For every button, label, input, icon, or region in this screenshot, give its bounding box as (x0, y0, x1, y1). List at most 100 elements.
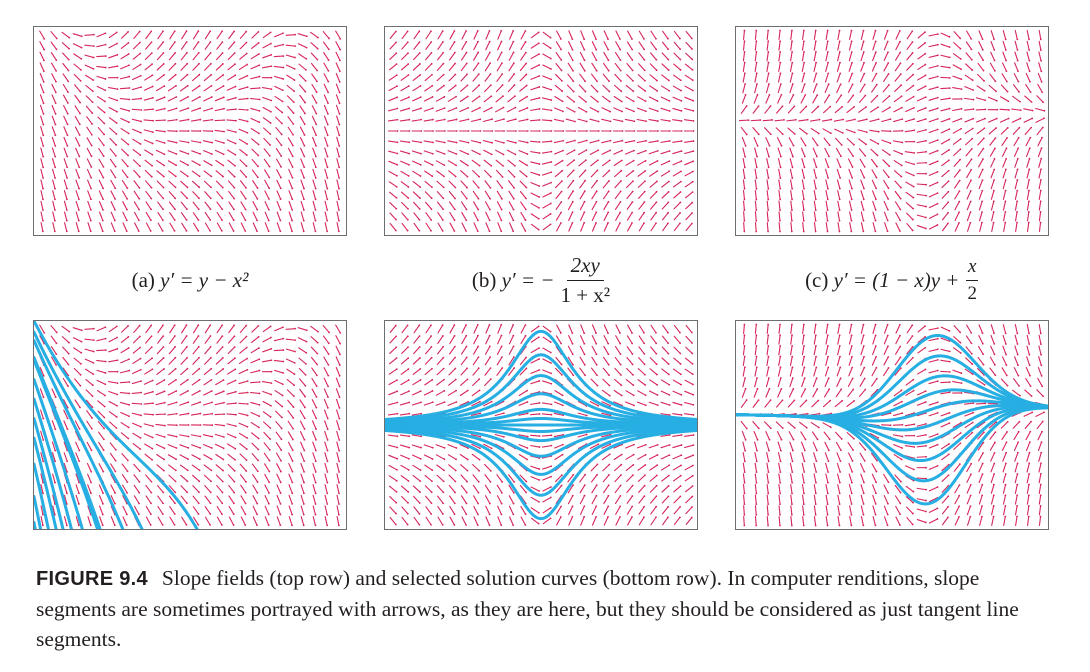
slope-segment (614, 474, 622, 483)
slope-arrow-tip (268, 470, 271, 473)
slope-arrow-tip (327, 363, 330, 366)
slope-arrow-tip (805, 105, 808, 108)
slope-segment (214, 139, 225, 144)
slope-segment (122, 190, 128, 200)
slope-arrow-tip (791, 198, 793, 201)
slope-segment (389, 516, 397, 526)
slope-arrow-tip (441, 229, 444, 232)
slope-segment (399, 107, 410, 112)
slope-segment (801, 62, 805, 72)
slope-segment (226, 413, 237, 416)
slope-arrow-tip (443, 378, 445, 381)
slope-segment (63, 200, 68, 211)
slope-segment (388, 368, 398, 375)
slope-segment (520, 41, 527, 51)
slope-segment (228, 484, 235, 494)
slope-arrow-tip (282, 349, 285, 351)
slope-segment (40, 115, 44, 126)
slope-segment (626, 211, 633, 221)
slope-segment (75, 484, 80, 494)
slope-arrow-tip (338, 460, 341, 463)
slope-arrow-tip (691, 495, 694, 498)
slope-arrow-tip (791, 155, 794, 158)
slope-segment (637, 368, 646, 376)
slope-segment (1014, 200, 1018, 211)
slope-arrow-tip (1040, 70, 1043, 73)
slope-arrow-tip (609, 443, 612, 446)
slope-arrow-tip (258, 358, 261, 361)
slope-segment (133, 169, 141, 178)
slope-segment (766, 29, 769, 41)
slope-segment (401, 335, 409, 344)
slope-arrow-tip (559, 38, 562, 40)
slope-arrow-tip (174, 469, 177, 472)
slope-segment (203, 368, 212, 376)
slope-arrow-tip (67, 69, 70, 72)
slope-segment (133, 463, 141, 472)
slope-segment (144, 169, 153, 178)
slope-arrow-tip (54, 449, 57, 452)
slope-arrow-tip (42, 177, 44, 179)
slope-arrow-tip (221, 346, 224, 348)
slope-segment (590, 73, 598, 82)
slope-segment (672, 140, 683, 143)
slope-arrow-tip (222, 153, 225, 156)
slope-segment (51, 388, 57, 398)
slope-segment (288, 211, 293, 222)
slope-segment (215, 379, 225, 386)
slope-arrow-tip (394, 523, 397, 526)
slope-segment (684, 464, 694, 471)
slope-arrow-tip (199, 107, 202, 110)
slope-segment (300, 190, 305, 200)
slope-arrow-tip (338, 219, 340, 222)
slope-arrow-tip (854, 118, 856, 121)
slope-arrow-tip (465, 513, 468, 516)
slope-arrow-tip (560, 48, 562, 51)
slope-arrow-tip (584, 374, 586, 377)
slope-arrow-tip (42, 145, 45, 147)
slope-arrow-tip (607, 516, 609, 518)
slope-arrow-tip (488, 29, 491, 32)
slope-segment (810, 127, 820, 135)
slope-arrow-tip (164, 119, 166, 122)
slope-segment (672, 160, 682, 166)
slope-segment (496, 51, 503, 61)
slope-segment (86, 116, 93, 125)
slope-segment (813, 158, 817, 168)
slope-arrow-tip (174, 208, 176, 211)
slope-arrow-tip (668, 454, 671, 456)
slope-arrow-tip (924, 227, 927, 230)
slope-segment (990, 51, 996, 61)
slope-segment (518, 412, 529, 416)
slope-arrow-tip (619, 190, 622, 193)
slope-segment (742, 147, 746, 158)
slope-arrow-tip (744, 93, 747, 96)
slope-arrow-tip (595, 505, 598, 508)
slope-segment (412, 464, 422, 471)
slope-segment (470, 412, 481, 416)
caption-a: (a) y′ = y − x² (33, 250, 347, 310)
slope-segment (40, 409, 44, 420)
slope-segment (473, 495, 479, 505)
slope-segment (312, 158, 317, 168)
slope-arrow-tip (644, 394, 647, 397)
slope-segment (541, 151, 552, 154)
slope-segment (519, 474, 527, 483)
slope-arrow-tip (395, 346, 398, 349)
slope-segment (638, 222, 645, 232)
slope-segment (940, 65, 951, 69)
slope-segment (435, 150, 446, 155)
slope-segment (62, 346, 70, 355)
slope-arrow-tip (757, 105, 760, 108)
slope-arrow-tip (501, 176, 504, 178)
slope-segment (788, 137, 795, 147)
slope-segment (518, 150, 528, 155)
slope-arrow-tip (102, 438, 105, 441)
slope-arrow-tip (561, 394, 564, 397)
slope-arrow-tip (948, 66, 951, 69)
slope-arrow-tip (595, 200, 598, 203)
slope-arrow-tip (526, 458, 528, 461)
slope-arrow-tip (244, 491, 247, 494)
slope-arrow-tip (152, 119, 154, 122)
slope-segment (324, 473, 328, 484)
